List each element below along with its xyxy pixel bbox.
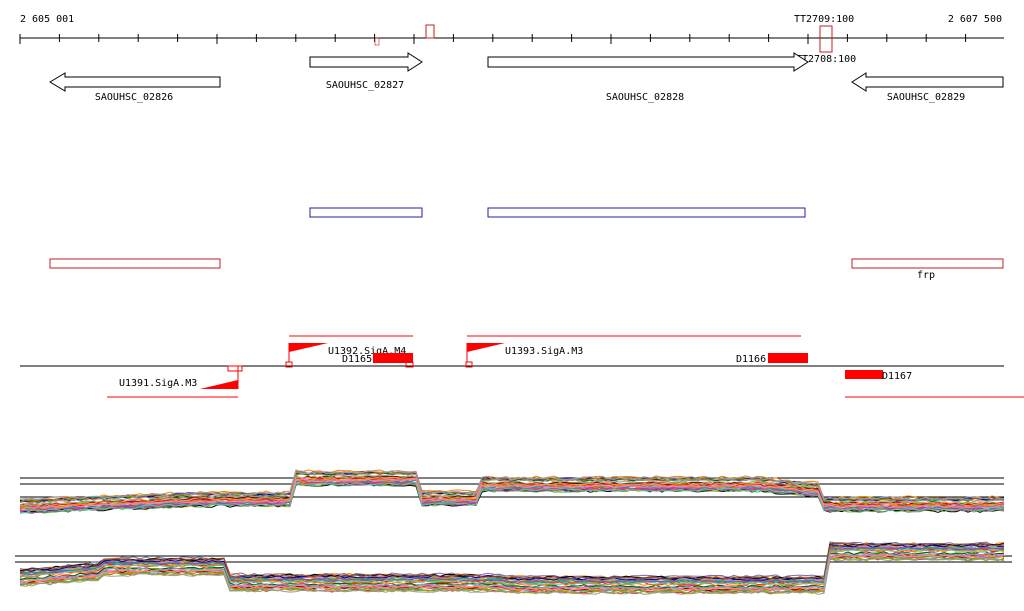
expression-profile-line xyxy=(19,549,1005,587)
expression-profile-line xyxy=(19,546,1005,584)
ruler-start-label: 2 605 001 xyxy=(20,14,74,25)
expression-profile-line xyxy=(19,478,1005,511)
annotation-track: frp xyxy=(49,207,1004,281)
annotation-box[interactable] xyxy=(851,258,1004,269)
expression-profile-line xyxy=(19,481,1005,514)
expression-profile-line xyxy=(19,548,1005,586)
expression-profile-line xyxy=(19,472,1005,505)
expression-profile-line xyxy=(19,470,1005,500)
expression-track-plus xyxy=(19,469,1005,515)
expression-profile-line xyxy=(19,542,1005,580)
gene-label: SAOUHSC_02829 xyxy=(887,92,965,103)
annotation-box[interactable] xyxy=(487,207,806,218)
coordinate-ruler: 2 605 001 2 607 500 xyxy=(19,14,1004,44)
feature-block[interactable] xyxy=(373,353,413,363)
promoter-label: U1392.SigA.M4 xyxy=(328,346,406,357)
terminator-track: TT2709:100 TT2708:100 xyxy=(374,14,856,65)
terminator-box[interactable] xyxy=(425,24,435,39)
expression-profile-line xyxy=(19,475,1005,507)
expression-profile-line xyxy=(19,557,1005,595)
gene-label: SAOUHSC_02826 xyxy=(95,92,173,103)
ruler-end-label: 2 607 500 xyxy=(948,14,1002,25)
gene-arrow-minus[interactable] xyxy=(851,72,1004,92)
promoter-triangle[interactable] xyxy=(467,343,505,352)
gene-label: SAOUHSC_02828 xyxy=(606,92,684,103)
gene-label: SAOUHSC_02827 xyxy=(326,80,404,91)
terminator-box[interactable] xyxy=(819,25,833,53)
gene-arrow-plus[interactable] xyxy=(487,52,809,72)
feature-label: D1165 xyxy=(342,354,372,365)
terminator-label: TT2709:100 xyxy=(794,14,854,25)
expression-profile-line xyxy=(19,543,1005,581)
promoter-label: U1393.SigA.M3 xyxy=(505,346,583,357)
gene-arrow-plus[interactable] xyxy=(309,52,423,72)
terminator-label: TT2708:100 xyxy=(796,54,856,65)
terminator-box-small[interactable] xyxy=(374,37,380,46)
gene-track: SAOUHSC_02826 SAOUHSC_02827 SAOUHSC_0282… xyxy=(49,52,1004,103)
expression-profile-line xyxy=(19,552,1004,590)
promoter-triangle[interactable] xyxy=(289,343,328,352)
annotation-label: frp xyxy=(917,270,935,281)
gene-arrow-minus[interactable] xyxy=(49,72,221,92)
expression-profile-line xyxy=(19,545,1005,584)
promoter-triangle[interactable] xyxy=(200,380,238,389)
annotation-box[interactable] xyxy=(309,207,423,218)
expression-track-minus xyxy=(15,541,1012,595)
annotation-box[interactable] xyxy=(49,258,221,269)
expression-profile-line xyxy=(19,541,1005,579)
feature-label: D1167 xyxy=(882,371,912,382)
feature-label: D1166 xyxy=(736,354,766,365)
feature-block[interactable] xyxy=(845,370,883,379)
regulatory-track: U1392.SigA.M4 U1393.SigA.M3 U1391.SigA.M… xyxy=(20,335,1024,398)
promoter-label: U1391.SigA.M3 xyxy=(119,378,197,389)
feature-block[interactable] xyxy=(768,353,808,363)
